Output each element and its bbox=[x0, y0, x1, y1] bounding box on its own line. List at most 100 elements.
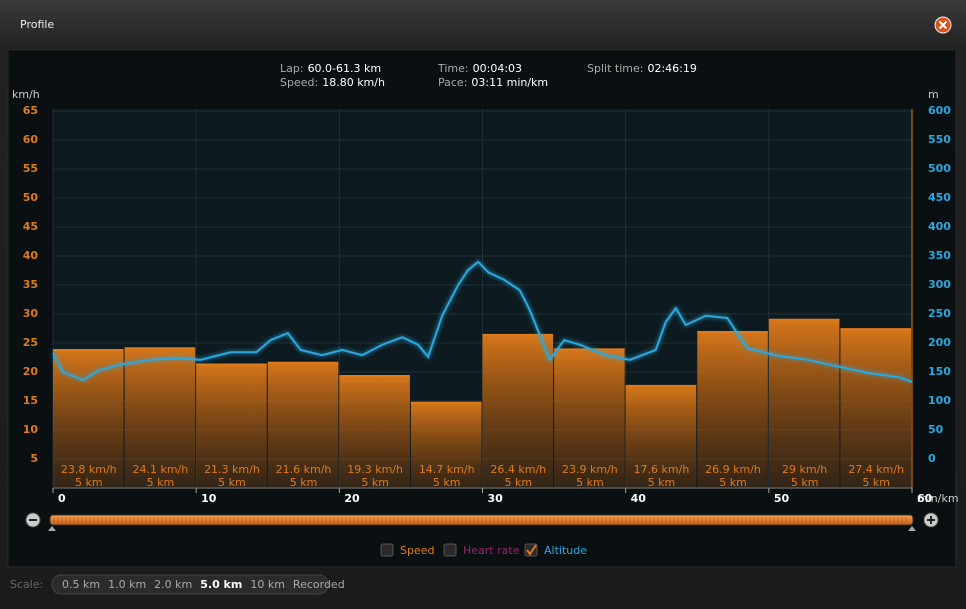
y2-tick-label: 250 bbox=[928, 307, 951, 320]
y2-tick-label: 100 bbox=[928, 394, 951, 407]
legend-checkbox[interactable] bbox=[380, 543, 394, 557]
speed-bar bbox=[410, 402, 482, 488]
bar-distance-label: 5 km bbox=[147, 476, 175, 489]
range-handle[interactable] bbox=[48, 526, 56, 531]
stat-value: 03:11 min/km bbox=[471, 76, 548, 89]
bar-distance-label: 5 km bbox=[719, 476, 747, 489]
bar-value-label: 17.6 km/h bbox=[634, 463, 690, 476]
y2-tick-label: 600 bbox=[928, 104, 951, 117]
bar-value-label: 14.7 km/h bbox=[419, 463, 475, 476]
window-title: Profile bbox=[20, 18, 54, 31]
scale-label: Scale: bbox=[10, 578, 43, 591]
y2-tick-label: 50 bbox=[928, 423, 944, 436]
bar-value-label: 21.6 km/h bbox=[276, 463, 332, 476]
speed-bar bbox=[339, 376, 410, 488]
bar-distance-label: 5 km bbox=[218, 476, 246, 489]
y-tick-label: 55 bbox=[23, 162, 38, 175]
y-axis-label: km/h bbox=[12, 88, 40, 101]
y-tick-label: 25 bbox=[23, 336, 38, 349]
legend-check bbox=[526, 544, 537, 556]
legend-label: Altitude bbox=[544, 544, 587, 557]
scale-option[interactable]: 0.5 km bbox=[62, 578, 100, 591]
stat-label: Pace: bbox=[438, 76, 467, 89]
y2-tick-label: 450 bbox=[928, 191, 951, 204]
stat-label: Time: bbox=[437, 62, 469, 75]
bar-distance-label: 5 km bbox=[576, 476, 604, 489]
y-tick-label: 20 bbox=[23, 365, 39, 378]
speed-bar bbox=[124, 348, 196, 488]
x-tick-label: 0 bbox=[58, 492, 66, 505]
stat-value: 60.0-61.3 km bbox=[308, 62, 382, 75]
scale-pill bbox=[51, 574, 329, 595]
speed-bar bbox=[768, 319, 840, 488]
bar-distance-label: 5 km bbox=[75, 476, 103, 489]
bar-distance-label: 5 km bbox=[862, 476, 890, 489]
bar-distance-label: 5 km bbox=[504, 476, 532, 489]
bar-value-label: 29 km/h bbox=[782, 463, 827, 476]
bar-value-label: 21.3 km/h bbox=[204, 463, 260, 476]
scale-option[interactable]: 2.0 km bbox=[154, 578, 192, 591]
stat-label: Lap: bbox=[280, 62, 304, 75]
legend-checkbox[interactable] bbox=[443, 543, 457, 557]
speed-bar bbox=[554, 349, 625, 488]
bar-value-label: 23.9 km/h bbox=[562, 463, 618, 476]
y-tick-label: 45 bbox=[23, 220, 38, 233]
stat-label: Speed: bbox=[280, 76, 318, 89]
bar-distance-label: 5 km bbox=[361, 476, 389, 489]
x-tick-label: 30 bbox=[488, 492, 504, 505]
bar-value-label: 26.4 km/h bbox=[490, 463, 546, 476]
y-tick-label: 30 bbox=[23, 307, 39, 320]
bar-distance-label: 5 km bbox=[791, 476, 819, 489]
scale-option[interactable]: 5.0 km bbox=[200, 578, 242, 591]
scale-option[interactable]: 1.0 km bbox=[108, 578, 146, 591]
range-handle[interactable] bbox=[908, 526, 916, 531]
stat-value: 02:46:19 bbox=[647, 62, 696, 75]
speed-bar bbox=[482, 334, 554, 488]
zoom-in-icon bbox=[927, 516, 935, 524]
x-axis-label: min/km bbox=[917, 492, 959, 505]
y-tick-label: 35 bbox=[23, 278, 38, 291]
bar-value-label: 19.3 km/h bbox=[347, 463, 403, 476]
speed-bar bbox=[840, 329, 911, 488]
y2-tick-label: 550 bbox=[928, 133, 951, 146]
stat-label: Split time: bbox=[587, 62, 643, 75]
x-tick-label: 60 bbox=[917, 492, 933, 505]
bar-value-label: 24.1 km/h bbox=[132, 463, 188, 476]
y2-tick-label: 300 bbox=[928, 278, 951, 291]
bar-distance-label: 5 km bbox=[433, 476, 461, 489]
legend-label: Heart rate bbox=[463, 544, 520, 557]
y2-tick-label: 0 bbox=[928, 452, 936, 465]
y2-tick-label: 200 bbox=[928, 336, 951, 349]
x-tick-label: 40 bbox=[631, 492, 647, 505]
bar-value-label: 27.4 km/h bbox=[848, 463, 904, 476]
y2-tick-label: 150 bbox=[928, 365, 951, 378]
scale-option[interactable]: Recorded bbox=[293, 578, 345, 591]
speed-bar bbox=[267, 362, 339, 488]
y-tick-label: 40 bbox=[23, 249, 39, 262]
y-tick-label: 65 bbox=[23, 104, 38, 117]
legend-label: Speed bbox=[400, 544, 434, 557]
speed-bar bbox=[196, 364, 267, 488]
x-tick-label: 10 bbox=[201, 492, 217, 505]
x-tick-label: 20 bbox=[344, 492, 360, 505]
y2-axis-label: m bbox=[928, 88, 939, 101]
scale-option[interactable]: 10 km bbox=[250, 578, 285, 591]
y-tick-label: 50 bbox=[23, 191, 39, 204]
bar-distance-label: 5 km bbox=[648, 476, 676, 489]
close-icon bbox=[938, 20, 948, 30]
bar-value-label: 26.9 km/h bbox=[705, 463, 761, 476]
speed-bar bbox=[697, 331, 768, 488]
stat-value: 00:04:03 bbox=[473, 62, 522, 75]
bar-value-label: 23.8 km/h bbox=[61, 463, 117, 476]
speed-bar bbox=[625, 385, 697, 488]
y-tick-label: 10 bbox=[23, 423, 39, 436]
y2-tick-label: 350 bbox=[928, 249, 951, 262]
y-tick-label: 5 bbox=[30, 452, 38, 465]
y2-tick-label: 400 bbox=[928, 220, 951, 233]
stat-value: 18.80 km/h bbox=[322, 76, 385, 89]
altitude-line bbox=[52, 260, 913, 383]
y2-tick-label: 500 bbox=[928, 162, 951, 175]
